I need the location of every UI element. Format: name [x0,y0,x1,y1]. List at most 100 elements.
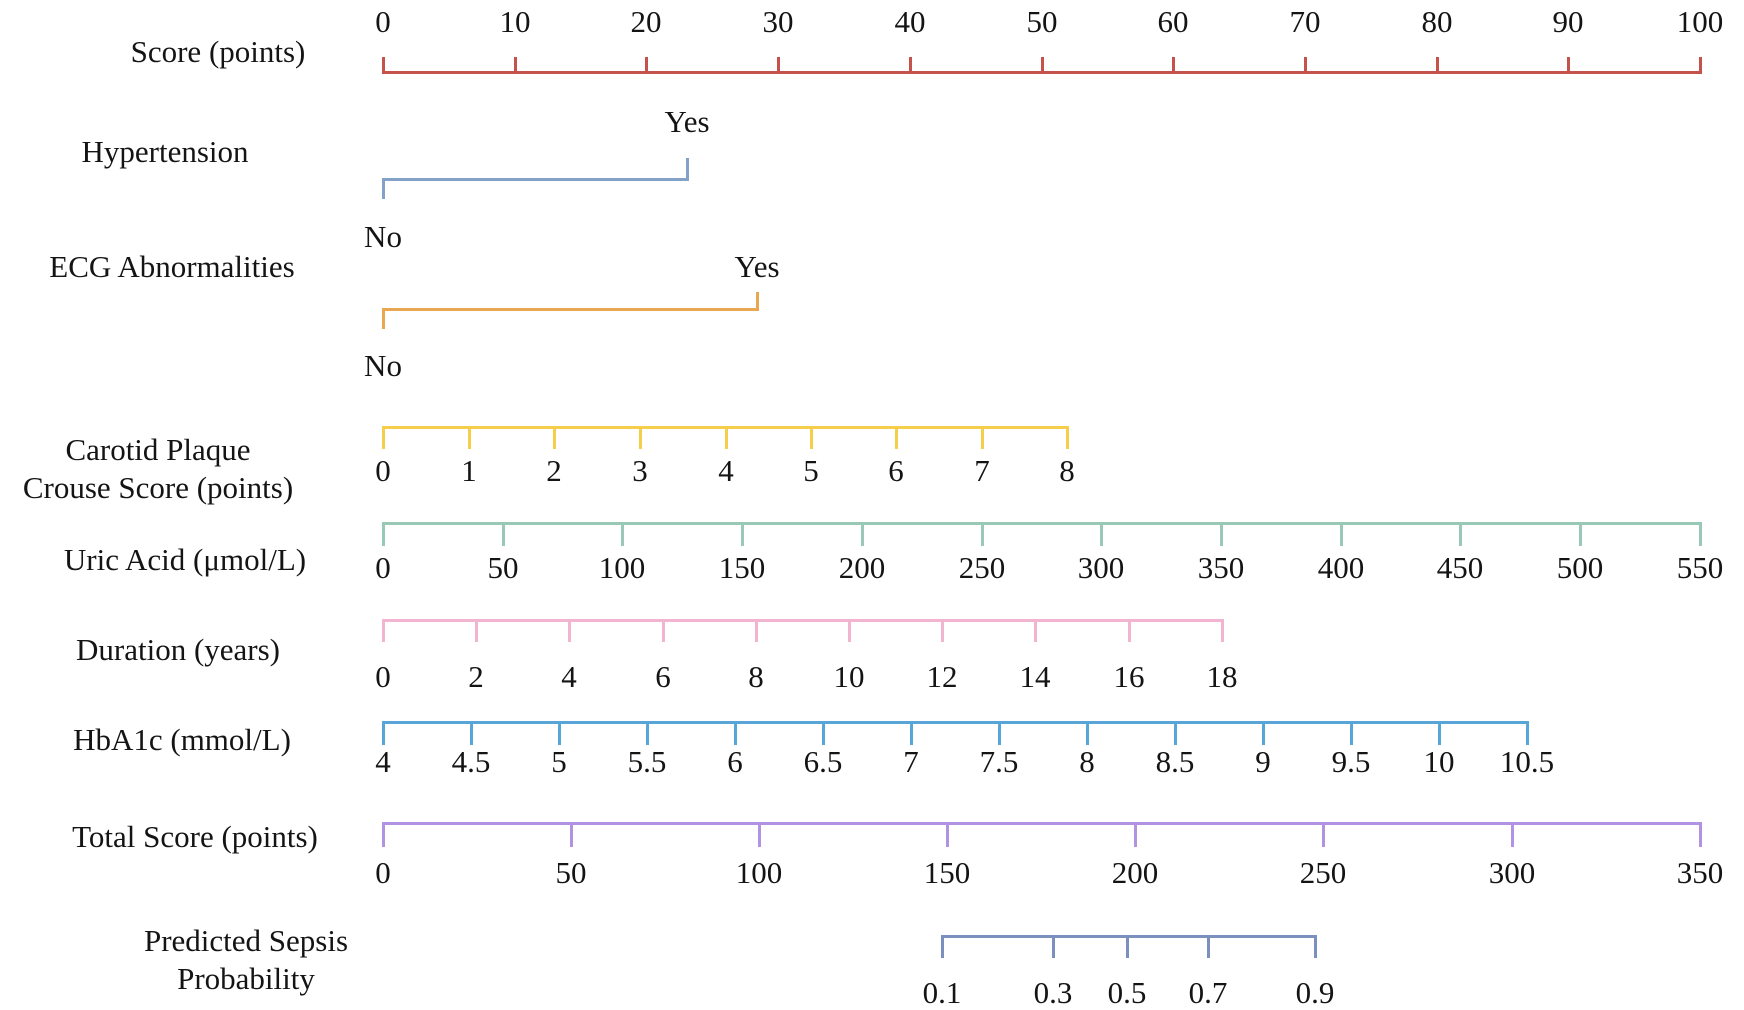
duration-label-line: Duration (years) [76,631,280,667]
total-score-tick-mark-100 [757,821,761,847]
carotid-plaque-crouse-score-tick-mark-4 [724,425,728,449]
score-tick-label-30: 30 [762,3,794,39]
predicted-sepsis-probability-tick-mark-0.7 [1206,934,1210,958]
predicted-sepsis-probability-tick-mark-0.1 [940,934,944,958]
duration-tick-mark-18 [1220,618,1224,642]
carotid-plaque-crouse-score-label-line: Crouse Score (points) [22,470,294,505]
uric-acid-tick-label-400: 400 [1317,549,1365,585]
ecg-abnormalities-label: ECG Abnormalities [49,248,294,286]
duration-tick-mark-2 [474,618,478,642]
total-score-tick-label-150: 150 [923,854,971,890]
score-tick-label-50: 50 [1026,3,1058,39]
duration-tick-label-16: 16 [1113,658,1145,694]
score-tick-label-40: 40 [894,3,926,39]
hba1c-tick-label-5: 5 [551,743,567,779]
duration-axis-line [383,618,1222,622]
carotid-plaque-crouse-score-tick-mark-5 [809,425,813,449]
hba1c-tick-mark-9.5 [1349,720,1353,745]
score-tick-mark-20 [644,57,648,74]
hba1c-tick-label-9.5: 9.5 [1331,743,1371,779]
uric-acid-tick-mark-500 [1578,521,1582,546]
duration-tick-label-12: 12 [926,658,958,694]
hba1c-tick-label-5.5: 5.5 [627,743,667,779]
duration-tick-mark-0 [381,618,385,642]
predicted-sepsis-probability-tick-label-0.1: 0.1 [922,974,962,1010]
score-tick-label-60: 60 [1157,3,1189,39]
uric-acid-tick-label-100: 100 [598,549,646,585]
duration-tick-mark-12 [940,618,944,642]
hba1c-tick-label-7: 7 [903,743,919,779]
uric-acid-tick-mark-550 [1698,521,1702,546]
duration-tick-mark-16 [1127,618,1131,642]
hba1c-tick-label-8: 8 [1079,743,1095,779]
uric-acid-tick-mark-200 [860,521,864,546]
total-score-tick-mark-50 [569,821,573,847]
carotid-plaque-crouse-score-tick-mark-7 [980,425,984,449]
hba1c-tick-label-6: 6 [727,743,743,779]
ecg-abnormalities-axis-line [383,307,757,311]
score-tick-label-10: 10 [499,3,531,39]
score-label-line: Score (points) [130,33,306,69]
hba1c-tick-mark-10.5 [1525,720,1529,745]
duration-tick-mark-6 [661,618,665,642]
ecg-abnormalities-tick-label-No: No [364,347,402,383]
hba1c-tick-label-4: 4 [375,743,391,779]
uric-acid-tick-mark-350 [1219,521,1223,546]
carotid-plaque-crouse-score-tick-label-3: 3 [632,452,648,488]
duration-tick-label-0: 0 [375,658,391,694]
total-score-tick-mark-0 [381,821,385,847]
hba1c-tick-mark-4.5 [469,720,473,745]
hypertension-tick-label-Yes: Yes [664,103,710,139]
hba1c-tick-label-4.5: 4.5 [451,743,491,779]
uric-acid-tick-mark-100 [620,521,624,546]
carotid-plaque-crouse-score-tick-mark-0 [381,425,385,449]
hba1c-tick-label-10: 10 [1423,743,1455,779]
total-score-tick-mark-300 [1510,821,1514,847]
score-tick-mark-40 [908,57,912,74]
duration-tick-mark-8 [754,618,758,642]
predicted-sepsis-probability-tick-label-0.5: 0.5 [1107,974,1147,1010]
duration-tick-label-10: 10 [833,658,865,694]
total-score-label-line: Total Score (points) [72,818,318,854]
predicted-sepsis-probability-tick-label-0.7: 0.7 [1188,974,1228,1010]
carotid-plaque-crouse-score-tick-label-6: 6 [888,452,904,488]
hba1c-tick-mark-8.5 [1173,720,1177,745]
uric-acid-label-line: Uric Acid (μmol/L) [63,541,307,577]
uric-acid-tick-label-50: 50 [487,549,519,585]
uric-acid-axis-line [383,521,1700,525]
carotid-plaque-crouse-score-tick-mark-8 [1065,425,1069,449]
duration-tick-mark-14 [1033,618,1037,642]
carotid-plaque-crouse-score-tick-label-8: 8 [1059,452,1075,488]
uric-acid-tick-label-450: 450 [1436,549,1484,585]
score-tick-label-20: 20 [630,3,662,39]
hba1c-label: HbA1c (mmol/L) [73,721,291,759]
total-score-tick-mark-200 [1133,821,1137,847]
predicted-sepsis-probability-tick-mark-0.3 [1051,934,1055,958]
predicted-sepsis-probability-tick-mark-0.9 [1313,934,1317,958]
total-score-label: Total Score (points) [72,818,318,856]
score-tick-mark-100 [1698,57,1702,74]
total-score-axis-line [383,821,1700,825]
carotid-plaque-crouse-score-tick-mark-3 [638,425,642,449]
uric-acid-tick-mark-300 [1099,521,1103,546]
uric-acid-tick-mark-250 [980,521,984,546]
total-score-tick-mark-250 [1321,821,1325,847]
score-tick-mark-90 [1566,57,1570,74]
carotid-plaque-crouse-score-tick-mark-2 [552,425,556,449]
score-tick-label-0: 0 [375,3,391,39]
score-tick-mark-70 [1303,57,1307,74]
predicted-sepsis-probability-tick-label-0.9: 0.9 [1295,974,1335,1010]
hba1c-tick-label-7.5: 7.5 [979,743,1019,779]
carotid-plaque-crouse-score-tick-label-5: 5 [803,452,819,488]
predicted-sepsis-probability-tick-mark-0.5 [1125,934,1129,958]
total-score-tick-mark-150 [945,821,949,847]
uric-acid-tick-label-250: 250 [958,549,1006,585]
hba1c-tick-mark-4 [381,720,385,745]
ecg-abnormalities-tick-mark-Yes [755,292,759,311]
hypertension-label: Hypertension [81,133,248,171]
duration-tick-mark-10 [847,618,851,642]
uric-acid-label: Uric Acid (μmol/L) [64,541,306,579]
hba1c-tick-mark-7.5 [997,720,1001,745]
duration-tick-label-2: 2 [468,658,484,694]
